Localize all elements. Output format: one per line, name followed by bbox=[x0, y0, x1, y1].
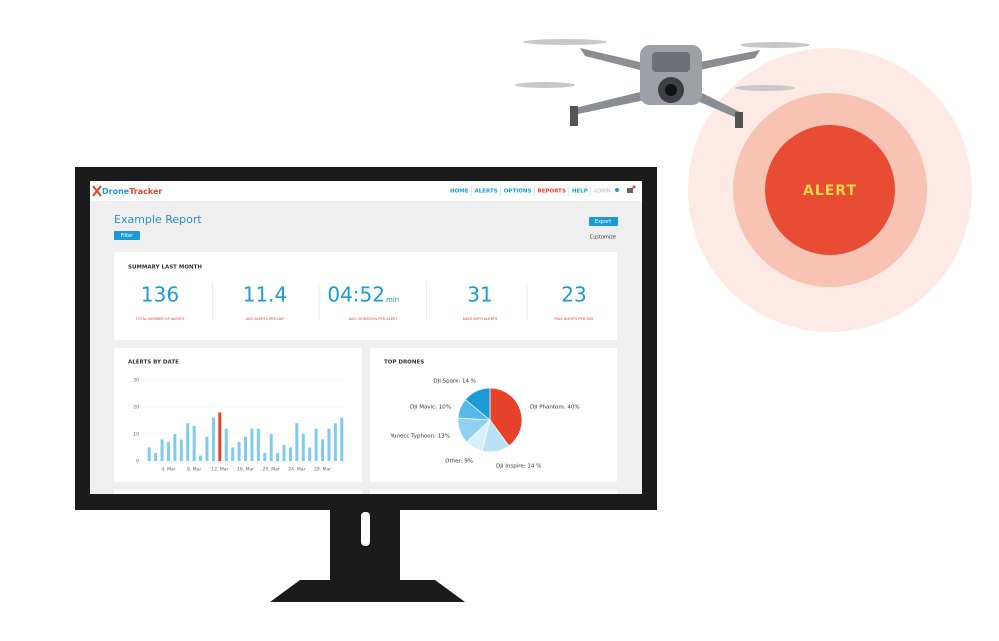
menu-icon bbox=[627, 188, 633, 193]
bar bbox=[327, 428, 331, 461]
x-tick-label: 24. Mar bbox=[288, 467, 305, 473]
stat-label: MAX ALERTS PER DAY bbox=[555, 317, 595, 321]
stat-value: 136 bbox=[141, 283, 179, 307]
bar bbox=[192, 425, 196, 461]
bar bbox=[147, 447, 151, 461]
bar bbox=[269, 434, 273, 461]
bar bbox=[244, 436, 247, 461]
notif-dot bbox=[632, 185, 636, 189]
pie-slice bbox=[489, 387, 523, 447]
bar bbox=[333, 423, 337, 461]
stat-value: 23 bbox=[561, 283, 586, 307]
bar bbox=[308, 447, 312, 461]
stat-value: 04:52 bbox=[327, 283, 385, 307]
y-tick-label: 30 bbox=[133, 378, 139, 384]
bar bbox=[160, 439, 164, 461]
stat-label: AVG. DURATION PER ALERT bbox=[349, 317, 399, 321]
pie-label: Other: 9% bbox=[445, 459, 473, 465]
stat-value: 11.4 bbox=[243, 283, 288, 307]
bar bbox=[211, 417, 215, 461]
bar bbox=[154, 452, 158, 461]
bar bbox=[282, 444, 286, 461]
stat-label: DAYS WITH ALERTS bbox=[463, 317, 498, 321]
bar bbox=[237, 442, 241, 461]
x-tick-label: 8. Mar bbox=[187, 467, 201, 473]
bar bbox=[186, 423, 190, 461]
bar bbox=[263, 452, 267, 461]
x-tick-label: 16. Mar bbox=[237, 467, 254, 473]
export-button[interactable] bbox=[589, 217, 618, 226]
nav-link[interactable]: REPORTS bbox=[538, 189, 566, 195]
bar bbox=[199, 455, 203, 461]
card-stub bbox=[114, 490, 362, 494]
monitor-base bbox=[270, 580, 465, 602]
x-tick-label: 4. Mar bbox=[161, 467, 175, 473]
x-tick-label: 12. Mar bbox=[211, 467, 228, 473]
bar bbox=[205, 436, 209, 461]
pie-label: DJI Spark: 14 % bbox=[433, 379, 476, 385]
bar bbox=[276, 452, 280, 461]
user-icon bbox=[615, 188, 619, 192]
alert-core bbox=[765, 125, 895, 255]
bar bbox=[231, 447, 235, 461]
report-title: Example Report bbox=[114, 213, 202, 226]
nav-link[interactable]: OPTIONS bbox=[504, 189, 532, 195]
y-tick-label: 0 bbox=[136, 459, 139, 465]
summary-card bbox=[114, 252, 617, 340]
filter-button[interactable] bbox=[114, 231, 140, 240]
bar bbox=[218, 412, 222, 461]
y-tick-label: 10 bbox=[133, 432, 139, 438]
bar bbox=[288, 447, 292, 461]
stat-value: 31 bbox=[467, 283, 492, 307]
bar bbox=[256, 428, 260, 461]
alert-text: ALERT bbox=[803, 183, 857, 199]
card-stub bbox=[370, 490, 617, 494]
bar bbox=[321, 439, 325, 461]
bar bbox=[314, 428, 318, 461]
bar bbox=[166, 442, 170, 461]
x-tick-label: 20. Mar bbox=[263, 467, 280, 473]
nav-link[interactable]: HELP bbox=[572, 189, 588, 195]
pie-title: TOP DRONES bbox=[384, 360, 424, 366]
y-tick-label: 20 bbox=[133, 405, 139, 411]
stat-unit: min bbox=[386, 296, 399, 304]
summary-title: SUMMARY LAST MONTH bbox=[128, 265, 202, 271]
bar-card bbox=[114, 348, 362, 482]
neck-slot bbox=[361, 512, 370, 546]
filter-label[interactable]: Filter bbox=[121, 233, 134, 239]
stat-label: TOTAL NUMBER OF ALERTS bbox=[135, 317, 186, 321]
pie-label: Yunecc Typhoon: 13% bbox=[389, 434, 450, 440]
bar bbox=[224, 428, 228, 461]
logo-icon bbox=[92, 185, 102, 197]
logo-part: Drone bbox=[102, 187, 130, 196]
bar bbox=[340, 417, 344, 461]
logo-part: Tracker bbox=[129, 187, 162, 196]
stat-label: AVG ALERTS PER DAY bbox=[246, 317, 285, 321]
bar bbox=[295, 423, 299, 461]
navbar bbox=[90, 181, 642, 201]
nav-user: ADMIN bbox=[594, 189, 611, 195]
customize[interactable]: Customize bbox=[590, 235, 616, 241]
logo: DroneTracker bbox=[102, 187, 162, 196]
pie-label: DJI Mavic: 10% bbox=[410, 405, 451, 411]
bar bbox=[301, 434, 305, 461]
drone bbox=[515, 39, 810, 128]
pie-slice bbox=[464, 387, 491, 421]
bar bbox=[179, 439, 183, 461]
nav-link[interactable]: HOME bbox=[450, 189, 469, 195]
x-tick-label: 28. Mar bbox=[314, 467, 331, 473]
export-label[interactable]: Export bbox=[595, 219, 611, 225]
pie-label: DJI Phantom: 40% bbox=[530, 405, 580, 411]
bar-title: ALERTS BY DATE bbox=[128, 360, 179, 366]
pie-label: DJI Inspire: 14 % bbox=[496, 464, 541, 470]
nav-link[interactable]: ALERTS bbox=[475, 189, 498, 195]
bar bbox=[250, 428, 254, 461]
bar bbox=[173, 434, 177, 461]
